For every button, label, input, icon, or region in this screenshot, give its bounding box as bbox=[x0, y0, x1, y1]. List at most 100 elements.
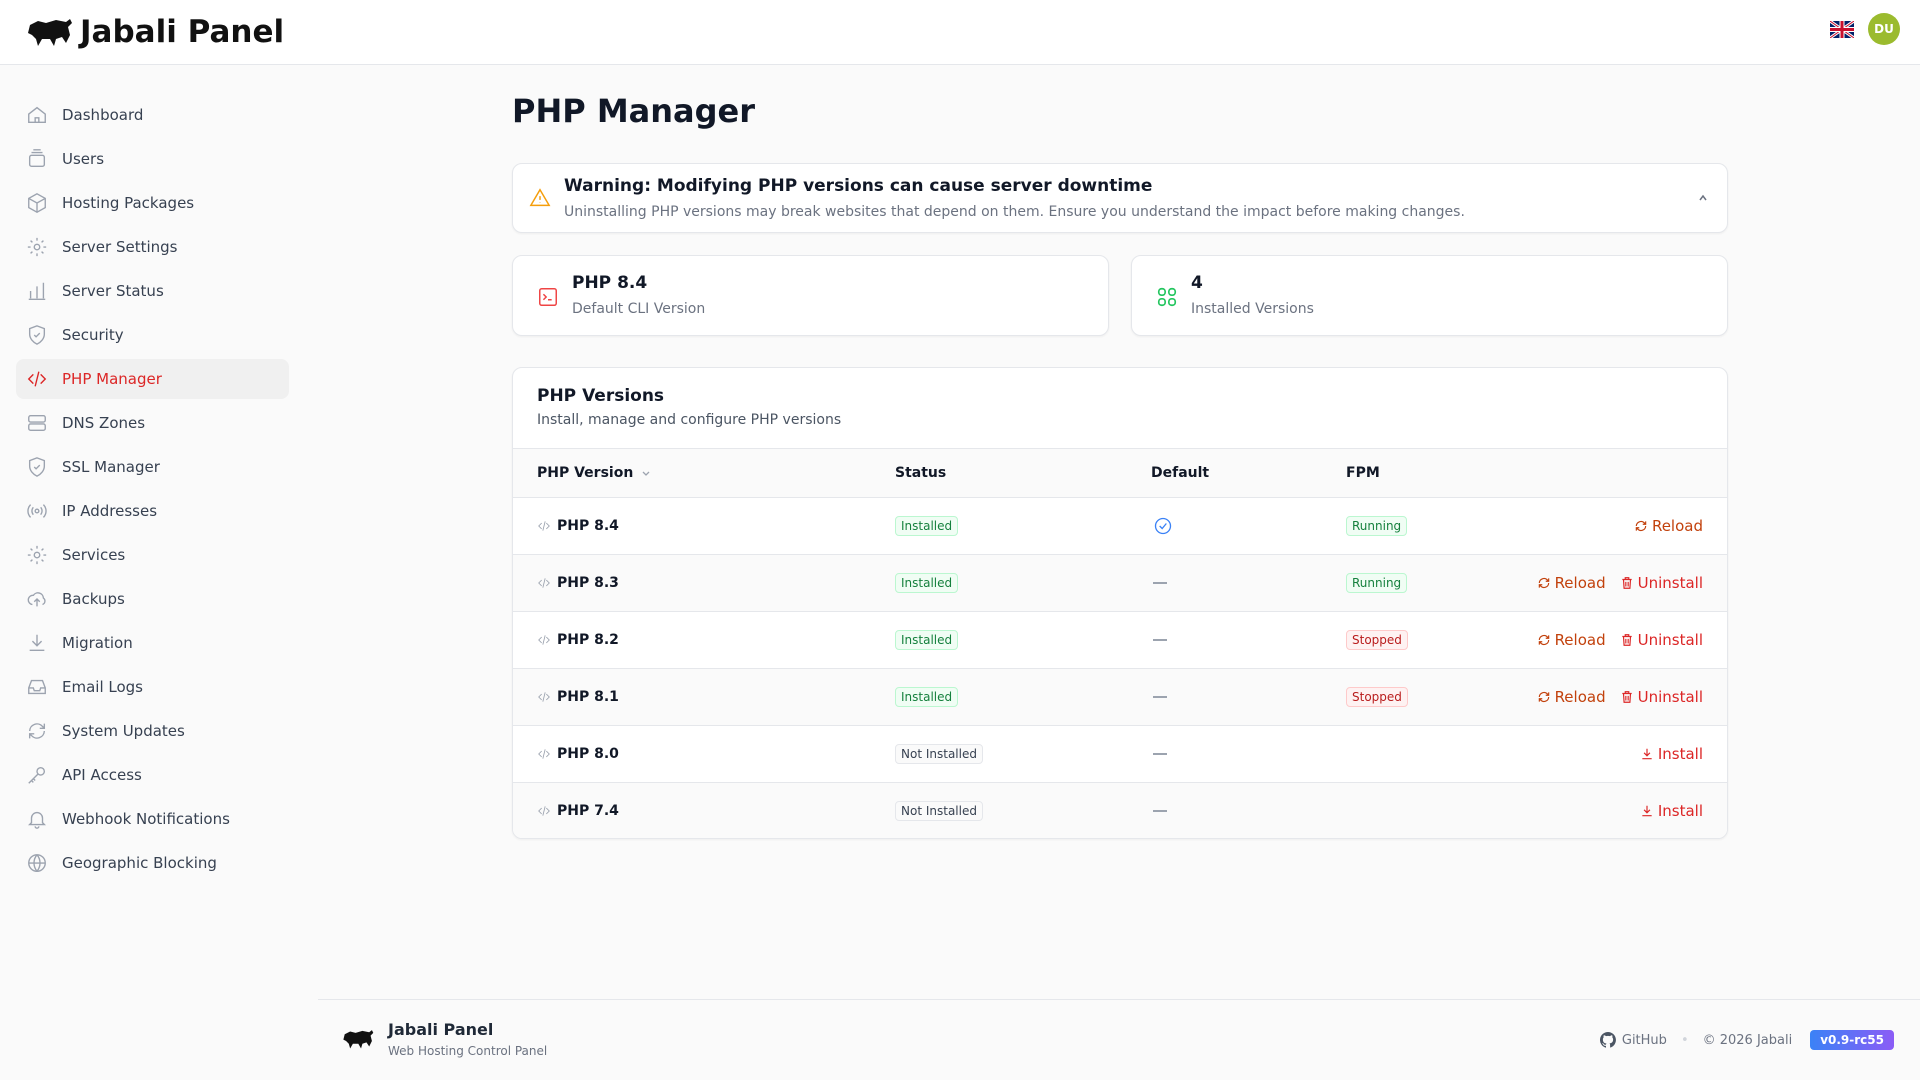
sidebar-item-webhook-notifications[interactable]: Webhook Notifications bbox=[16, 799, 289, 839]
signal-icon bbox=[27, 504, 47, 518]
column-header: Default bbox=[1151, 465, 1210, 481]
fpm-badge: Stopped bbox=[1346, 630, 1408, 650]
uninstall-button[interactable]: Uninstall bbox=[1620, 574, 1703, 592]
stat-installed-versions: 4 Installed Versions bbox=[1131, 255, 1728, 336]
sidebar-item-hosting-packages[interactable]: Hosting Packages bbox=[16, 183, 289, 223]
cloud-upload-icon bbox=[27, 592, 46, 607]
sidebar-item-dns-zones[interactable]: DNS Zones bbox=[16, 403, 289, 443]
row-actions: Install bbox=[1640, 802, 1703, 820]
download-icon bbox=[1642, 805, 1652, 817]
sidebar-item-label: Geographic Blocking bbox=[62, 854, 217, 872]
code-icon bbox=[27, 371, 47, 387]
shield-check-icon bbox=[28, 457, 46, 477]
reload-button[interactable]: Reload bbox=[1537, 688, 1606, 706]
sidebar-item-server-status[interactable]: Server Status bbox=[16, 271, 289, 311]
github-link[interactable]: GitHub bbox=[1599, 1032, 1667, 1048]
reload-button[interactable]: Reload bbox=[1537, 631, 1606, 649]
language-flag-icon[interactable] bbox=[1830, 20, 1854, 38]
download-icon bbox=[1642, 748, 1652, 760]
install-button[interactable]: Install bbox=[1640, 745, 1703, 763]
column-header: Status bbox=[895, 465, 947, 481]
warning-text: Uninstalling PHP versions may break webs… bbox=[564, 204, 1465, 220]
table-row: PHP 8.1 Installed Stopped Reload Uninstal… bbox=[513, 669, 1727, 726]
php-versions-table: PHP Versions Install, manage and configu… bbox=[512, 367, 1728, 839]
reload-button[interactable]: Reload bbox=[1537, 574, 1606, 592]
sidebar-item-label: Server Settings bbox=[62, 238, 178, 256]
key-icon bbox=[28, 766, 46, 784]
table-subtitle: Install, manage and configure PHP versio… bbox=[537, 412, 842, 428]
footer-brand: Jabali Panel bbox=[388, 1020, 494, 1039]
code-icon bbox=[538, 578, 550, 588]
action-label: Uninstall bbox=[1637, 574, 1703, 592]
bell-icon bbox=[28, 811, 46, 829]
code-icon bbox=[538, 749, 550, 759]
package-icon bbox=[28, 193, 46, 213]
sidebar-item-geographic-blocking[interactable]: Geographic Blocking bbox=[16, 843, 289, 883]
sidebar-item-label: System Updates bbox=[62, 722, 185, 740]
gear-icon bbox=[27, 237, 47, 257]
php-version: PHP 8.2 bbox=[557, 632, 619, 648]
not-default-dash bbox=[1153, 810, 1167, 812]
action-label: Reload bbox=[1554, 631, 1606, 649]
install-button[interactable]: Install bbox=[1640, 802, 1703, 820]
sidebar-item-system-updates[interactable]: System Updates bbox=[16, 711, 289, 751]
stat-value: PHP 8.4 bbox=[572, 273, 648, 293]
not-default-dash bbox=[1153, 753, 1167, 755]
sidebar-item-email-logs[interactable]: Email Logs bbox=[16, 667, 289, 707]
column-header: FPM bbox=[1346, 465, 1380, 481]
code-icon bbox=[538, 806, 550, 816]
reload-button[interactable]: Reload bbox=[1634, 517, 1703, 535]
collapse-chevron-icon[interactable] bbox=[1697, 192, 1709, 204]
users-icon bbox=[28, 149, 46, 168]
sidebar-item-label: Dashboard bbox=[62, 106, 144, 124]
trash-icon bbox=[1621, 634, 1632, 646]
table-row: PHP 8.0 Not Installed Install bbox=[513, 726, 1727, 783]
php-version: PHP 8.3 bbox=[557, 575, 619, 591]
table-header: PHP Version Status Default FPM bbox=[513, 448, 1727, 498]
sidebar-item-server-settings[interactable]: Server Settings bbox=[16, 227, 289, 267]
separator-dot: • bbox=[1680, 1032, 1689, 1048]
row-actions: Reload Uninstall bbox=[1537, 631, 1703, 649]
php-version: PHP 8.4 bbox=[557, 518, 619, 534]
sidebar-item-label: Users bbox=[62, 150, 105, 168]
github-icon bbox=[1599, 1032, 1616, 1048]
footer: Jabali Panel Web Hosting Control Panel G… bbox=[318, 999, 1920, 1080]
sidebar-item-ssl-manager[interactable]: SSL Manager bbox=[16, 447, 289, 487]
sidebar-item-migration[interactable]: Migration bbox=[16, 623, 289, 663]
fpm-badge: Running bbox=[1346, 573, 1408, 593]
sidebar-item-php-manager[interactable]: PHP Manager bbox=[16, 359, 289, 399]
table-title: PHP Versions bbox=[537, 386, 665, 406]
action-label: Uninstall bbox=[1637, 631, 1703, 649]
brand-logo[interactable]: Jabali Panel bbox=[26, 14, 284, 50]
sort-php-version[interactable]: PHP Version bbox=[537, 465, 651, 481]
sidebar-item-security[interactable]: Security bbox=[16, 315, 289, 355]
row-actions: Reload Uninstall bbox=[1537, 574, 1703, 592]
globe-icon bbox=[28, 854, 46, 872]
stat-value: 4 bbox=[1191, 273, 1203, 293]
brand-name: Jabali Panel bbox=[80, 14, 285, 50]
row-actions: Install bbox=[1640, 745, 1703, 763]
sidebar-item-api-access[interactable]: API Access bbox=[16, 755, 289, 795]
warning-title: Warning: Modifying PHP versions can caus… bbox=[564, 176, 1153, 196]
refresh-icon bbox=[28, 723, 46, 739]
php-version: PHP 7.4 bbox=[557, 803, 619, 819]
sidebar-item-label: API Access bbox=[62, 766, 142, 784]
column-header: PHP Version bbox=[537, 465, 634, 481]
php-version: PHP 8.0 bbox=[557, 746, 619, 762]
sidebar-item-label: Security bbox=[62, 326, 124, 344]
action-label: Uninstall bbox=[1637, 688, 1703, 706]
sidebar-item-dashboard[interactable]: Dashboard bbox=[16, 95, 289, 135]
sidebar-item-ip-addresses[interactable]: IP Addresses bbox=[16, 491, 289, 531]
sidebar-item-label: PHP Manager bbox=[62, 370, 162, 388]
user-avatar[interactable]: DU bbox=[1868, 13, 1900, 45]
gear-icon bbox=[27, 545, 47, 565]
sidebar-item-users[interactable]: Users bbox=[16, 139, 289, 179]
sidebar-item-backups[interactable]: Backups bbox=[16, 579, 289, 619]
uninstall-button[interactable]: Uninstall bbox=[1620, 688, 1703, 706]
uninstall-button[interactable]: Uninstall bbox=[1620, 631, 1703, 649]
sidebar-item-services[interactable]: Services bbox=[16, 535, 289, 575]
action-label: Install bbox=[1657, 745, 1703, 763]
default-check-icon[interactable] bbox=[1153, 516, 1173, 536]
warning-alert: Warning: Modifying PHP versions can caus… bbox=[512, 163, 1728, 233]
table-row: PHP 7.4 Not Installed Install bbox=[513, 783, 1727, 838]
